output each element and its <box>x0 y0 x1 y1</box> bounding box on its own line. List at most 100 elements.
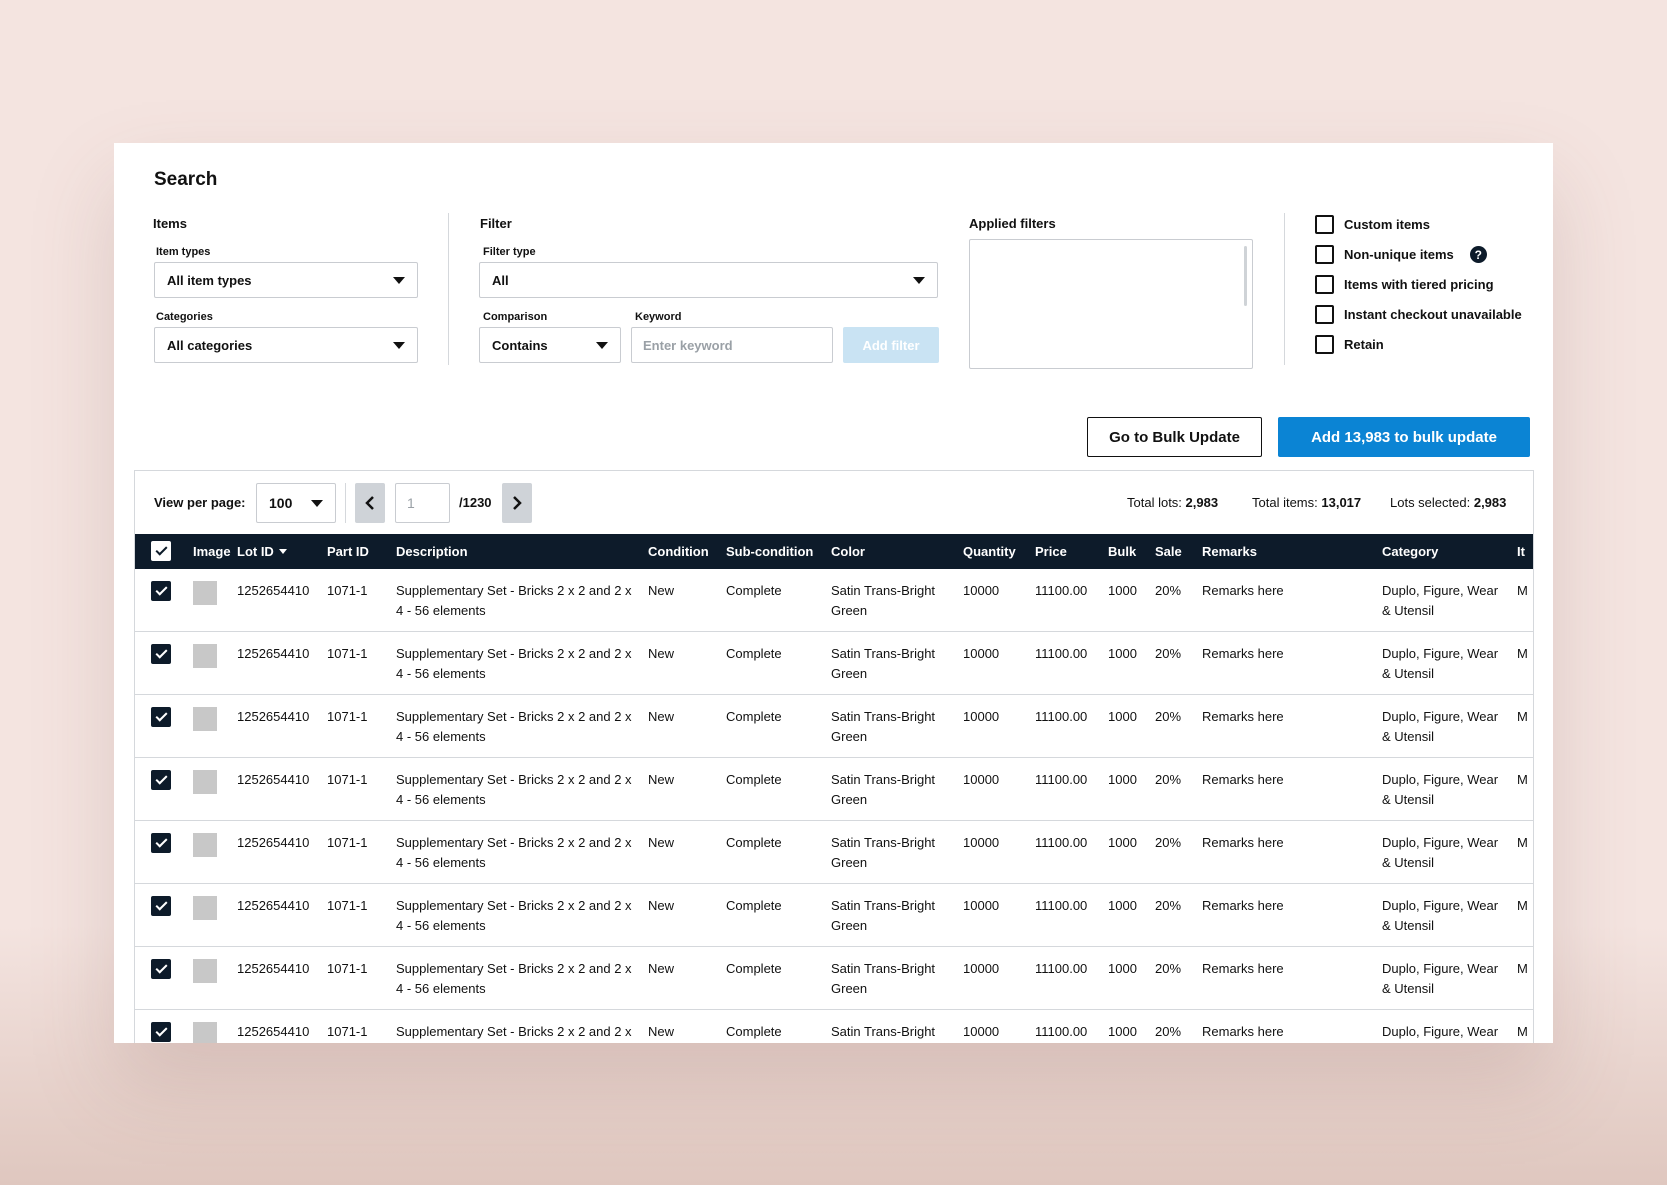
price-cell: 11100.00 <box>1035 959 1087 979</box>
condition-cell-line: New <box>648 583 675 598</box>
table-row[interactable]: 1252654410 1071-1 Supplementary Set - Bric… <box>135 695 1533 758</box>
checkbox-instant-checkout[interactable]: Instant checkout unavailable <box>1315 305 1522 324</box>
checkbox[interactable] <box>1315 275 1334 294</box>
checkbox-retain[interactable]: Retain <box>1315 335 1384 354</box>
add-filter-button[interactable]: Add filter <box>843 327 939 363</box>
table-row[interactable]: 1252654410 1071-1 Supplementary Set - Bric… <box>135 947 1533 1010</box>
select-all-checkbox[interactable] <box>151 541 171 561</box>
row-checkbox[interactable] <box>151 1022 171 1042</box>
color-cell-line: Satin Trans-Bright <box>831 961 936 976</box>
checkbox[interactable] <box>1315 215 1334 234</box>
item-types-label: Item types <box>156 246 211 258</box>
table-row[interactable]: 1252654410 1071-1 Supplementary Set - Bric… <box>135 758 1533 821</box>
column-header-it[interactable]: It <box>1517 544 1525 559</box>
lots-selected-value: 2,983 <box>1473 495 1507 510</box>
item-thumbnail[interactable] <box>193 770 217 794</box>
checkbox-custom-items[interactable]: Custom items <box>1315 215 1430 234</box>
column-header-condition[interactable]: Condition <box>648 544 709 559</box>
row-checkbox[interactable] <box>151 959 171 979</box>
chevron-down-icon <box>596 341 608 349</box>
part-id-cell-line: 1071-1 <box>327 772 368 787</box>
sub-condition-cell-line: Complete <box>726 772 782 787</box>
description-cell: Supplementary Set - Bricks 2 x 2 and 2 x… <box>396 707 632 747</box>
keyword-label: Keyword <box>635 311 682 323</box>
item-thumbnail[interactable] <box>193 959 217 983</box>
column-header-image[interactable]: Image <box>193 544 231 559</box>
row-checkbox[interactable] <box>151 896 171 916</box>
column-header-bulk[interactable]: Bulk <box>1108 544 1137 559</box>
item-thumbnail[interactable] <box>193 581 217 605</box>
quantity-cell-line: 10000 <box>963 709 1000 724</box>
checkbox[interactable] <box>1315 305 1334 324</box>
column-header-price[interactable]: Price <box>1035 544 1067 559</box>
lot-id-cell: 1252654410 <box>237 707 309 727</box>
column-header-color[interactable]: Color <box>831 544 865 559</box>
checkbox[interactable] <box>1315 245 1334 264</box>
description-cell-line: 4 - 56 elements <box>396 603 486 618</box>
applied-filters-box[interactable] <box>969 239 1253 369</box>
bulk-cell-line: 1000 <box>1108 583 1137 598</box>
comparison-label: Comparison <box>483 311 548 323</box>
table-row[interactable]: 1252654410 1071-1 Supplementary Set - Bric… <box>135 632 1533 695</box>
condition-cell-line: New <box>648 709 675 724</box>
column-header-description[interactable]: Description <box>396 544 468 559</box>
description-cell-line: Supplementary Set - Bricks 2 x 2 and 2 x <box>396 709 632 724</box>
previous-page-button[interactable] <box>355 483 385 523</box>
quantity-cell: 10000 <box>963 707 999 727</box>
column-header-category[interactable]: Category <box>1382 544 1439 559</box>
category-cell: Duplo, Figure, Wear & Utensil <box>1382 770 1498 810</box>
table-row[interactable]: 1252654410 1071-1 Supplementary Set - Bric… <box>135 821 1533 884</box>
item-thumbnail[interactable] <box>193 644 217 668</box>
go-to-bulk-update-button[interactable]: Go to Bulk Update <box>1087 417 1262 457</box>
checkbox-tiered-pricing[interactable]: Items with tiered pricing <box>1315 275 1494 294</box>
category-cell-line: & Utensil <box>1382 792 1435 807</box>
category-cell-line: Duplo, Figure, Wear <box>1382 583 1499 598</box>
item-types-select[interactable]: All item types <box>154 262 418 298</box>
checkbox[interactable] <box>1315 335 1334 354</box>
row-checkbox[interactable] <box>151 644 171 664</box>
page-number-input[interactable]: 1 <box>395 483 450 523</box>
row-checkbox[interactable] <box>151 770 171 790</box>
per-page-select[interactable]: 100 <box>256 483 336 523</box>
comparison-select[interactable]: Contains <box>479 327 621 363</box>
next-page-button[interactable] <box>502 483 532 523</box>
sale-cell-line: 20% <box>1155 961 1182 976</box>
help-icon[interactable]: ? <box>1469 246 1487 263</box>
filter-type-select[interactable]: All <box>479 262 938 298</box>
add-to-bulk-update-button[interactable]: Add 13,983 to bulk update <box>1278 417 1530 457</box>
column-header-sub-condition[interactable]: Sub-condition <box>726 544 814 559</box>
color-cell: Satin Trans-Bright Green <box>831 1022 935 1043</box>
total-items-stat: Total items: 13,017 <box>1252 495 1361 510</box>
quantity-cell-line: 10000 <box>963 1024 1000 1039</box>
condition-cell-line: New <box>648 961 675 976</box>
row-checkbox[interactable] <box>151 833 171 853</box>
price-cell: 11100.00 <box>1035 770 1087 790</box>
column-header-quantity[interactable]: Quantity <box>963 544 1016 559</box>
item-thumbnail[interactable] <box>193 896 217 920</box>
row-checkbox[interactable] <box>151 581 171 601</box>
table-row[interactable]: 1252654410 1071-1 Supplementary Set - Bric… <box>135 569 1533 632</box>
table-row[interactable]: 1252654410 1071-1 Supplementary Set - Bric… <box>135 1010 1533 1043</box>
it-cell: M <box>1517 644 1528 664</box>
column-header-remarks[interactable]: Remarks <box>1202 544 1257 559</box>
price-cell-line: 11100.00 <box>1035 1024 1088 1039</box>
category-cell-line: & Utensil <box>1382 603 1435 618</box>
checkbox-label: Non-unique items <box>1344 247 1454 262</box>
description-cell-line: 4 - 56 elements <box>396 855 486 870</box>
checkbox-non-unique-items[interactable]: Non-unique items ? <box>1315 245 1487 264</box>
category-cell: Duplo, Figure, Wear & Utensil <box>1382 581 1498 621</box>
sale-cell: 20% <box>1155 770 1181 790</box>
sale-cell-line: 20% <box>1155 1024 1182 1039</box>
keyword-input[interactable]: Enter keyword <box>631 327 833 363</box>
scrollbar[interactable] <box>1244 246 1247 306</box>
it-cell: M <box>1517 1022 1528 1042</box>
table-row[interactable]: 1252654410 1071-1 Supplementary Set - Bric… <box>135 884 1533 947</box>
column-header-lot-id[interactable]: Lot ID <box>237 544 287 559</box>
item-thumbnail[interactable] <box>193 707 217 731</box>
item-thumbnail[interactable] <box>193 1022 217 1043</box>
row-checkbox[interactable] <box>151 707 171 727</box>
categories-select[interactable]: All categories <box>154 327 418 363</box>
column-header-part-id[interactable]: Part ID <box>327 544 369 559</box>
column-header-sale[interactable]: Sale <box>1155 544 1182 559</box>
item-thumbnail[interactable] <box>193 833 217 857</box>
